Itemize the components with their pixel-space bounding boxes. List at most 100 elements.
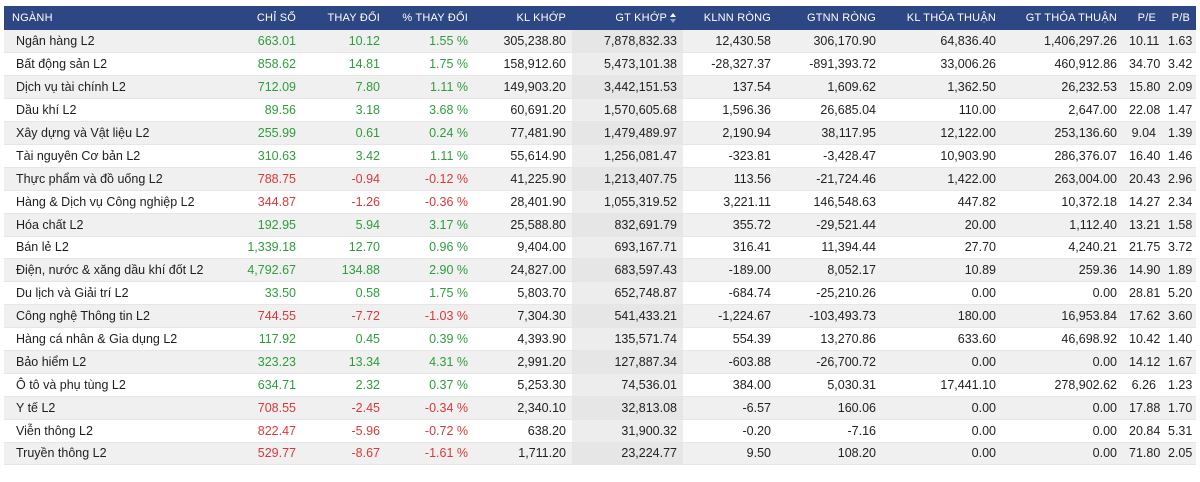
col-header-nganh[interactable]: NGÀNH: [12, 12, 53, 24]
sector-name[interactable]: Viễn thông L2: [4, 419, 236, 443]
col-header-pb[interactable]: P/B: [1171, 12, 1190, 24]
col-header-thay-doi[interactable]: THAY ĐỔI: [327, 12, 380, 24]
kl-khop-value: 638.20: [474, 419, 572, 443]
pct-change-value: 0.37 %: [386, 373, 474, 397]
col-header-kl-thoa-thuan[interactable]: KL THỎA THUẬN: [906, 12, 996, 24]
change-value: 0.58: [302, 281, 386, 306]
col-header-pct-thay-doi[interactable]: % THAY ĐỔI: [402, 12, 468, 24]
kl-thoa-thuan-value: 17,441.10: [882, 373, 1002, 397]
index-value: 89.56: [236, 98, 302, 123]
col-header-gt-khop[interactable]: GT KHỚP: [572, 6, 683, 30]
col-header-gtnn-rong[interactable]: GTNN RÒNG: [806, 12, 876, 24]
table-row[interactable]: Dầu khí L2 89.56 3.18 3.68 % 60,691.20 1,570,…: [4, 98, 1196, 123]
sector-name[interactable]: Y tế L2: [4, 396, 236, 420]
sector-name[interactable]: Ô tô và phụ tùng L2: [4, 373, 236, 397]
table-row[interactable]: Công nghệ Thông tin L2 744.55 -7.72 -1.03 %…: [4, 304, 1196, 329]
table-row[interactable]: Điện, nước & xăng dầu khí đốt L2 4,792.67…: [4, 258, 1196, 283]
gt-thoa-thuan-value: 278,902.62: [1002, 373, 1123, 397]
sector-name[interactable]: Dịch vụ tài chính L2: [4, 75, 236, 100]
index-value: 117.92: [236, 327, 302, 351]
gt-khop-value: 1,256,081.47: [572, 144, 683, 168]
table-row[interactable]: Bảo hiểm L2 323.23 13.34 4.31 % 2,991.20 127,…: [4, 350, 1196, 374]
table-row[interactable]: Xây dựng và Vật liệu L2 255.99 0.61 0.24 % 7…: [4, 121, 1196, 145]
change-value: 134.88: [302, 258, 386, 283]
gt-khop-value: 7,878,832.33: [572, 30, 683, 54]
sector-name[interactable]: Bán lẻ L2: [4, 236, 236, 260]
kl-khop-value: 149,903.20: [474, 75, 572, 100]
pb-value: 3.72: [1162, 236, 1196, 260]
pb-value: 1.39: [1162, 121, 1196, 145]
sector-name[interactable]: Bảo hiểm L2: [4, 350, 236, 374]
gt-thoa-thuan-value: 1,112.40: [1002, 213, 1123, 237]
gt-khop-value: 23,224.77: [572, 442, 683, 466]
pe-value: 20.43: [1123, 167, 1162, 191]
pe-value: 34.70: [1123, 52, 1162, 77]
pct-change-value: -0.72 %: [386, 419, 474, 443]
sector-name[interactable]: Dầu khí L2: [4, 98, 236, 123]
sector-name[interactable]: Xây dựng và Vật liệu L2: [4, 121, 236, 145]
sector-name[interactable]: Hàng cá nhân & Gia dụng L2: [4, 327, 236, 351]
index-value: 529.77: [236, 442, 302, 466]
sector-name[interactable]: Hàng & Dịch vụ Công nghiệp L2: [4, 190, 236, 214]
index-value: 310.63: [236, 144, 302, 168]
table-row[interactable]: Bán lẻ L2 1,339.18 12.70 0.96 % 9,404.00 693,…: [4, 236, 1196, 260]
gt-thoa-thuan-value: 1,406,297.26: [1002, 30, 1123, 54]
sector-name[interactable]: Công nghệ Thông tin L2: [4, 304, 236, 329]
sector-name[interactable]: Hóa chất L2: [4, 213, 236, 237]
col-header-pe[interactable]: P/E: [1137, 12, 1156, 24]
pe-value: 21.75: [1123, 236, 1162, 260]
table-row[interactable]: Tài nguyên Cơ bản L2 310.63 3.42 1.11 % 55,6…: [4, 144, 1196, 168]
kl-thoa-thuan-value: 110.00: [882, 98, 1002, 123]
gtnn-rong-value: -29,521.44: [777, 213, 882, 237]
kl-thoa-thuan-value: 12,122.00: [882, 121, 1002, 145]
table-row[interactable]: Viễn thông L2 822.47 -5.96 -0.72 % 638.20 31,…: [4, 419, 1196, 443]
table-row[interactable]: Ô tô và phụ tùng L2 634.71 2.32 0.37 % 5,253…: [4, 373, 1196, 397]
table-row[interactable]: Bất động sản L2 858.62 14.81 1.75 % 158,912.…: [4, 52, 1196, 77]
sector-name[interactable]: Bất động sản L2: [4, 52, 236, 77]
gtnn-rong-value: -103,493.73: [777, 304, 882, 329]
table-row[interactable]: Truyền thông L2 529.77 -8.67 -1.61 % 1,711.2…: [4, 442, 1196, 466]
index-value: 744.55: [236, 304, 302, 329]
gtnn-rong-value: 8,052.17: [777, 258, 882, 283]
gt-thoa-thuan-value: 2,647.00: [1002, 98, 1123, 123]
sector-name[interactable]: Truyền thông L2: [4, 442, 236, 466]
pct-change-value: 1.75 %: [386, 52, 474, 77]
pct-change-value: 1.55 %: [386, 30, 474, 54]
col-header-chi-so[interactable]: CHỈ SỐ: [256, 12, 296, 24]
table-row[interactable]: Hàng & Dịch vụ Công nghiệp L2 344.87 -1.26…: [4, 190, 1196, 214]
pe-value: 28.81: [1123, 281, 1162, 306]
kl-khop-value: 5,253.30: [474, 373, 572, 397]
col-header-kl-khop[interactable]: KL KHỚP: [516, 12, 566, 24]
gt-khop-value: 32,813.08: [572, 396, 683, 420]
col-header-gt-thoa-thuan[interactable]: GT THỎA THUẬN: [1025, 12, 1117, 24]
gt-thoa-thuan-value: 0.00: [1002, 419, 1123, 443]
pe-value: 17.88: [1123, 396, 1162, 420]
sector-name[interactable]: Ngân hàng L2: [4, 30, 236, 54]
table-row[interactable]: Ngân hàng L2 663.01 10.12 1.55 % 305,238.80 7…: [4, 30, 1196, 54]
klnn-rong-value: 355.72: [683, 213, 777, 237]
pct-change-value: -0.36 %: [386, 190, 474, 214]
gt-khop-value: 135,571.74: [572, 327, 683, 351]
change-value: 10.12: [302, 30, 386, 54]
kl-khop-value: 305,238.80: [474, 30, 572, 54]
table-row[interactable]: Hóa chất L2 192.95 5.94 3.17 % 25,588.80 832,…: [4, 213, 1196, 237]
sort-icon[interactable]: [670, 12, 677, 24]
table-row[interactable]: Dịch vụ tài chính L2 712.09 7.80 1.11 % 149,…: [4, 75, 1196, 100]
sector-name[interactable]: Điện, nước & xăng dầu khí đốt L2: [4, 258, 236, 283]
gt-khop-value: 127,887.34: [572, 350, 683, 374]
table-row[interactable]: Thực phẩm và đồ uống L2 788.75 -0.94 -0.12 …: [4, 167, 1196, 191]
kl-khop-value: 4,393.90: [474, 327, 572, 351]
gtnn-rong-value: 108.20: [777, 442, 882, 466]
table-row[interactable]: Du lịch và Giải trí L2 33.50 0.58 1.75 % 5,8…: [4, 281, 1196, 306]
change-value: 3.18: [302, 98, 386, 123]
table-row[interactable]: Y tế L2 708.55 -2.45 -0.34 % 2,340.10 32,813.…: [4, 396, 1196, 420]
col-header-klnn-rong[interactable]: KLNN RÒNG: [703, 12, 771, 24]
kl-khop-value: 41,225.90: [474, 167, 572, 191]
index-value: 4,792.67: [236, 258, 302, 283]
sector-name[interactable]: Tài nguyên Cơ bản L2: [4, 144, 236, 168]
sector-name[interactable]: Thực phẩm và đồ uống L2: [4, 167, 236, 191]
pct-change-value: 1.11 %: [386, 75, 474, 100]
sector-name[interactable]: Du lịch và Giải trí L2: [4, 281, 236, 306]
gt-thoa-thuan-value: 26,232.53: [1002, 75, 1123, 100]
table-row[interactable]: Hàng cá nhân & Gia dụng L2 117.92 0.45 0.39…: [4, 327, 1196, 351]
